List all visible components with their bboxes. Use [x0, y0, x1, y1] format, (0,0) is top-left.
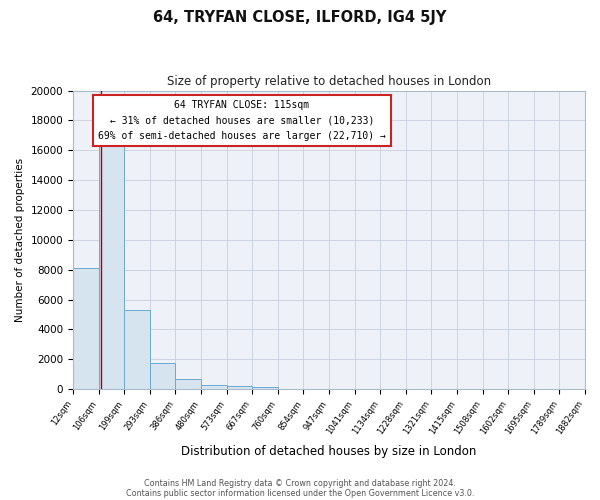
Bar: [201, 385, 227, 389]
Bar: [73, 268, 98, 389]
Text: Contains HM Land Registry data © Crown copyright and database right 2024.: Contains HM Land Registry data © Crown c…: [144, 478, 456, 488]
Bar: [124, 310, 150, 389]
Text: 64, TRYFAN CLOSE, ILFORD, IG4 5JY: 64, TRYFAN CLOSE, ILFORD, IG4 5JY: [154, 10, 446, 25]
Text: Contains public sector information licensed under the Open Government Licence v3: Contains public sector information licen…: [126, 488, 474, 498]
Bar: [252, 388, 278, 389]
Bar: [98, 142, 124, 389]
Bar: [175, 379, 201, 389]
Title: Size of property relative to detached houses in London: Size of property relative to detached ho…: [167, 75, 491, 88]
Text: 64 TRYFAN CLOSE: 115sqm
← 31% of detached houses are smaller (10,233)
69% of sem: 64 TRYFAN CLOSE: 115sqm ← 31% of detache…: [98, 100, 386, 140]
Y-axis label: Number of detached properties: Number of detached properties: [15, 158, 25, 322]
Bar: [227, 386, 252, 389]
X-axis label: Distribution of detached houses by size in London: Distribution of detached houses by size …: [181, 444, 477, 458]
Bar: [150, 363, 175, 389]
